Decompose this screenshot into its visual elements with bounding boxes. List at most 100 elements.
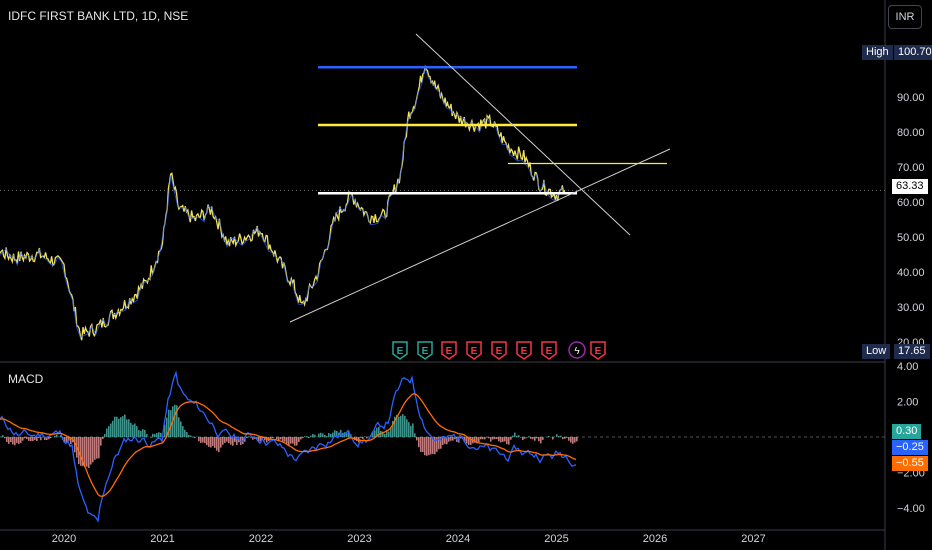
macd-histogram-bar (14, 437, 16, 446)
macd-histogram-bar (424, 437, 426, 456)
macd-histogram-bar (166, 417, 168, 438)
earnings-icon[interactable]: E (590, 341, 606, 360)
macd-histogram-bar (312, 433, 314, 438)
macd-histogram-bar (504, 437, 506, 442)
macd-histogram-bar (94, 437, 96, 460)
macd-histogram-bar (306, 436, 308, 438)
macd-histogram-bar (230, 437, 232, 445)
currency-button[interactable]: INR (888, 5, 922, 29)
macd-tick-label: −4.00 (897, 503, 925, 515)
macd-histogram-bar (464, 437, 466, 442)
time-tick-label: 2022 (249, 533, 273, 545)
macd-histogram-bar (20, 437, 22, 443)
macd-histogram-bar (376, 427, 378, 438)
macd-histogram-bar (390, 427, 392, 438)
earnings-icon-shape (417, 341, 433, 360)
macd-histogram-bar (34, 437, 36, 440)
macd-histogram-bar (318, 433, 320, 438)
dividend-icon[interactable]: ϟ (568, 341, 586, 359)
macd-histogram-bar (568, 437, 570, 441)
macd-histogram-bar (6, 437, 8, 442)
macd-histogram-bar (466, 437, 468, 444)
macd-histogram-bar (378, 427, 380, 438)
macd-histogram-bar (432, 437, 434, 454)
earnings-icon[interactable]: E (417, 341, 433, 360)
macd-histogram-bar (388, 431, 390, 438)
macd-histogram-bar (108, 426, 110, 438)
earnings-icon[interactable]: E (392, 341, 408, 360)
macd-histogram-bar (50, 437, 52, 439)
macd-histogram-bar (430, 437, 432, 455)
macd-histogram-bar (488, 437, 490, 439)
macd-histogram-bar (292, 437, 294, 444)
macd-histogram-bar (220, 437, 222, 448)
macd-histogram-bar (106, 428, 108, 438)
macd-histogram-bar (74, 437, 76, 453)
macd-histogram-bar (248, 436, 250, 438)
earnings-icon-shape (590, 341, 606, 360)
macd-histogram-bar (384, 433, 386, 438)
macd-histogram-bar (324, 434, 326, 438)
earnings-icon-glyph: E (521, 346, 528, 357)
macd-histogram-bar (156, 433, 158, 438)
chart-title: IDFC FIRST BANK LTD, 1D, NSE (8, 9, 189, 23)
macd-histogram-bar (146, 434, 148, 438)
macd-histogram-bar (310, 435, 312, 438)
macd-histogram-bar (26, 437, 28, 440)
macd-histogram-bar (440, 437, 442, 449)
macd-histogram-bar (560, 435, 562, 438)
macd-histogram-bar (394, 416, 396, 438)
macd-histogram-bar (70, 437, 72, 445)
price-tick-label: 50.00 (897, 232, 925, 244)
macd-histogram-bar (278, 437, 280, 442)
earnings-icon[interactable]: E (541, 341, 557, 360)
macd-histogram-bar (180, 421, 182, 438)
macd-histogram-bar (428, 437, 430, 456)
macd-histogram-bar (382, 431, 384, 438)
macd-histogram-bar (556, 434, 558, 438)
earnings-icon[interactable]: E (491, 341, 507, 360)
earnings-icon-glyph: E (496, 346, 503, 357)
macd-histogram-bar (210, 437, 212, 448)
macd-histogram-bar (368, 436, 370, 438)
macd-histogram-bar (158, 432, 160, 438)
earnings-icon[interactable]: E (441, 341, 457, 360)
macd-histogram-bar (514, 432, 516, 438)
macd-histogram-bar (208, 437, 210, 447)
macd-histogram-bar (474, 437, 476, 443)
earnings-icon[interactable]: E (466, 341, 482, 360)
macd-histogram-bar (120, 417, 122, 438)
macd-histogram-bar (24, 437, 26, 439)
macd-histogram-bar (250, 437, 252, 438)
time-tick-label: 2026 (643, 533, 667, 545)
macd-histogram-bar (66, 437, 68, 444)
macd-histogram-bar (186, 432, 188, 438)
macd-histogram-bar (144, 429, 146, 438)
macd-histogram-bar (500, 437, 502, 443)
macd-histogram-bar (22, 437, 24, 441)
last-price-tag: 63.33 (892, 179, 928, 194)
macd-histogram-bar (126, 419, 128, 438)
earnings-icon-shape (392, 341, 408, 360)
macd-histogram-bar (86, 437, 88, 467)
macd-histogram-bar (46, 437, 48, 441)
earnings-icon[interactable]: E (516, 341, 532, 360)
macd-histogram-bar (528, 436, 530, 438)
macd-histogram-bar (426, 437, 428, 456)
macd-histogram-bar (558, 436, 560, 438)
macd-histogram-bar (48, 437, 50, 440)
macd-histogram-bar (308, 437, 310, 439)
macd-histogram-bar (452, 437, 454, 441)
macd-histogram-bar (246, 437, 248, 438)
macd-histogram-bar (258, 437, 260, 442)
macd-histogram-bar (498, 437, 500, 442)
macd-histogram-bar (570, 437, 572, 443)
macd-histogram-bar (480, 437, 482, 440)
macd-histogram-bar (296, 437, 298, 446)
macd-histogram-bar (490, 437, 492, 442)
macd-histogram-bar (182, 426, 184, 438)
macd-histogram-bar (102, 437, 104, 439)
macd-histogram-bar (512, 435, 514, 438)
macd-histogram-bar (132, 424, 134, 438)
price-tick-label: 30.00 (897, 302, 925, 314)
